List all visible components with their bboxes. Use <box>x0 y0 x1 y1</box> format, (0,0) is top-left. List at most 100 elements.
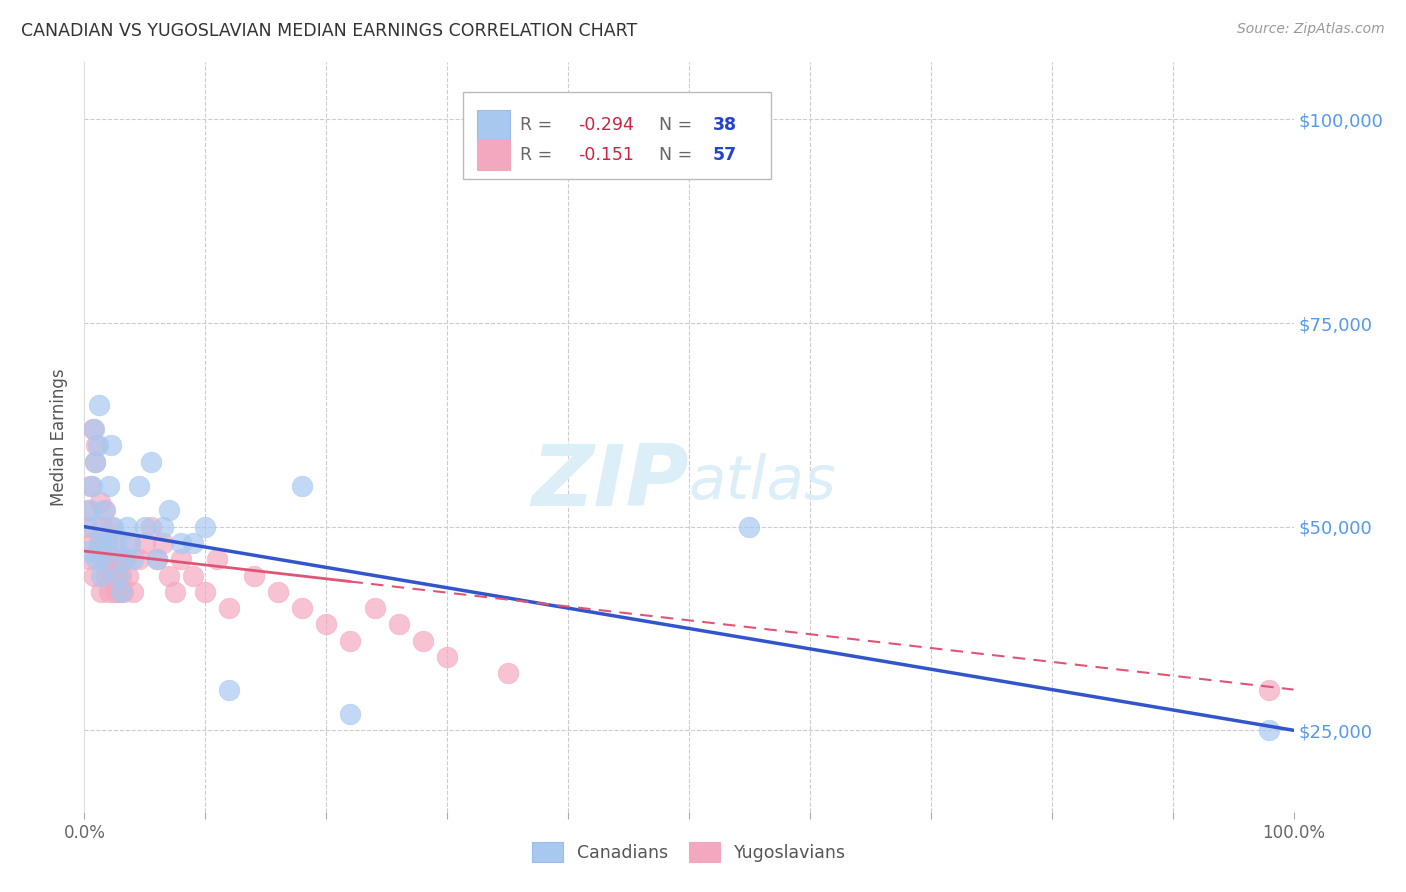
Point <box>165 584 187 599</box>
Text: CANADIAN VS YUGOSLAVIAN MEDIAN EARNINGS CORRELATION CHART: CANADIAN VS YUGOSLAVIAN MEDIAN EARNINGS … <box>21 22 637 40</box>
Point <box>77 552 100 566</box>
Point <box>120 536 142 550</box>
Point <box>103 536 125 550</box>
Text: N =: N = <box>659 145 697 163</box>
Point <box>80 479 103 493</box>
Point <box>146 552 169 566</box>
Point <box>97 479 120 493</box>
Point <box>108 552 131 566</box>
Point <box>77 544 100 558</box>
Point <box>291 479 314 493</box>
Text: N =: N = <box>659 116 697 134</box>
Point <box>218 682 240 697</box>
Point <box>82 422 104 436</box>
Point <box>117 568 139 582</box>
Point <box>181 536 204 550</box>
Point <box>105 568 128 582</box>
Point <box>152 519 174 533</box>
Point <box>104 552 127 566</box>
Point <box>100 438 122 452</box>
Point <box>170 536 193 550</box>
Point <box>1258 682 1281 697</box>
Point <box>86 552 108 566</box>
Point <box>181 568 204 582</box>
Point <box>87 536 110 550</box>
Point <box>103 519 125 533</box>
Point <box>110 584 132 599</box>
Point <box>134 519 156 533</box>
Point <box>86 438 108 452</box>
Point <box>90 584 112 599</box>
Point <box>738 519 761 533</box>
Point <box>157 568 180 582</box>
Point <box>101 568 124 582</box>
Point <box>388 617 411 632</box>
Point <box>90 568 112 582</box>
Point <box>80 536 103 550</box>
Point <box>93 552 115 566</box>
Point <box>112 552 135 566</box>
Point <box>82 519 104 533</box>
Point <box>94 568 117 582</box>
Point <box>267 584 290 599</box>
FancyBboxPatch shape <box>478 110 510 140</box>
Point <box>412 633 434 648</box>
Point <box>120 536 142 550</box>
Point <box>114 552 136 566</box>
Point <box>157 503 180 517</box>
FancyBboxPatch shape <box>463 93 770 178</box>
Point <box>89 536 111 550</box>
Point <box>112 584 135 599</box>
Point <box>107 584 129 599</box>
Point <box>86 544 108 558</box>
Point <box>86 438 108 452</box>
Point <box>94 503 117 517</box>
Point <box>146 552 169 566</box>
Point <box>128 552 150 566</box>
Text: R =: R = <box>520 145 557 163</box>
Point <box>1258 723 1281 738</box>
Point <box>96 536 118 550</box>
Text: ZIP: ZIP <box>531 441 689 524</box>
Point <box>128 479 150 493</box>
Point <box>218 601 240 615</box>
Point <box>242 568 264 582</box>
Point <box>84 454 107 468</box>
Text: atlas: atlas <box>689 452 837 511</box>
Point <box>97 584 120 599</box>
Point <box>91 552 114 566</box>
Point <box>89 495 111 509</box>
Point <box>100 519 122 533</box>
Point <box>315 617 337 632</box>
Text: 57: 57 <box>713 145 737 163</box>
Text: -0.151: -0.151 <box>578 145 634 163</box>
Point <box>93 503 115 517</box>
Point <box>115 519 138 533</box>
Point <box>84 454 107 468</box>
Point <box>77 503 100 517</box>
Point <box>104 584 127 599</box>
Point <box>79 479 101 493</box>
Legend: Canadians, Yugoslavians: Canadians, Yugoslavians <box>523 833 855 871</box>
Point <box>363 601 385 615</box>
Point <box>94 536 117 550</box>
Point <box>79 503 101 517</box>
Point <box>87 397 110 411</box>
Y-axis label: Median Earnings: Median Earnings <box>51 368 69 506</box>
Point <box>134 536 156 550</box>
Point <box>91 519 114 533</box>
Text: R =: R = <box>520 116 557 134</box>
Text: 38: 38 <box>713 116 737 134</box>
Point <box>110 568 132 582</box>
Point <box>83 422 105 436</box>
Point <box>121 584 143 599</box>
Text: -0.294: -0.294 <box>578 116 634 134</box>
Point <box>496 666 519 681</box>
Point <box>194 519 217 533</box>
Point <box>104 536 127 550</box>
Point <box>436 650 458 665</box>
Point <box>152 536 174 550</box>
Point <box>107 568 129 582</box>
Point <box>194 584 217 599</box>
Point <box>339 706 361 721</box>
